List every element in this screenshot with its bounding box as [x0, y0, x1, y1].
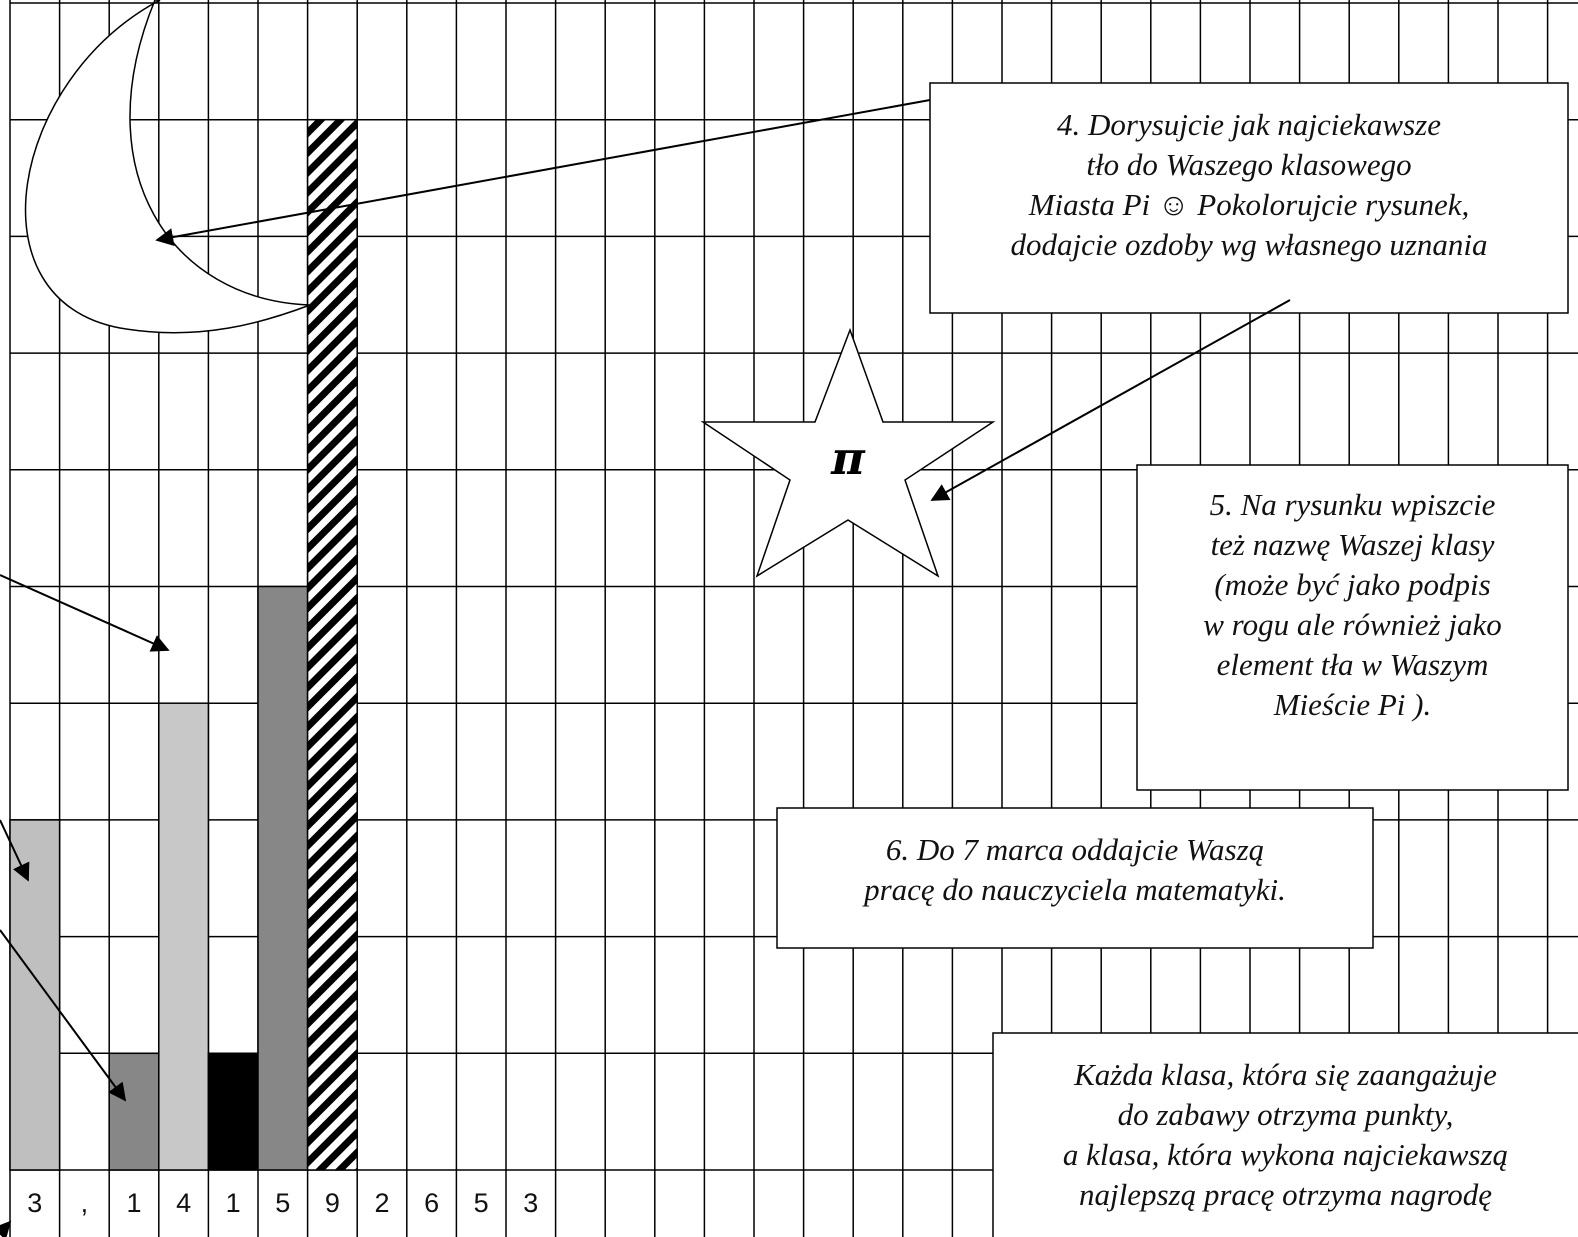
digit: 9 — [325, 1188, 340, 1218]
note-box — [776, 807, 1374, 949]
note-line: element tła w Waszym — [1217, 647, 1489, 682]
note-line: Mieście Pi ). — [1273, 687, 1432, 722]
arrow — [0, 929, 127, 1102]
note-line: do zabawy otrzyma punkty, — [1118, 1097, 1454, 1132]
arrow — [0, 574, 170, 652]
note-line: tło do Waszego klasowego — [1086, 147, 1411, 182]
digit: 1 — [126, 1188, 141, 1218]
note-box — [1136, 464, 1569, 791]
digit: 3 — [27, 1188, 42, 1218]
digit: 4 — [176, 1188, 191, 1218]
digit: 3 — [523, 1188, 538, 1218]
note-line: 4. Dorysujcie jak najciekawsze — [1057, 107, 1441, 142]
pi-bar — [108, 1052, 160, 1171]
digit: 2 — [374, 1188, 389, 1218]
arrow — [0, 1220, 12, 1237]
pi-bars — [9, 118, 358, 1171]
note-box — [992, 1032, 1578, 1237]
note-line: Każda klasa, która się zaangażuje — [1073, 1057, 1497, 1092]
note-line: 5. Na rysunku wpiszcie — [1210, 487, 1496, 522]
pi-bar — [207, 1052, 259, 1171]
moon — [24, 0, 311, 334]
digit: 1 — [226, 1188, 241, 1218]
note-line: Miasta Pi ☺ Pokolorujcie rysunek, — [1028, 187, 1470, 222]
star — [700, 327, 996, 578]
note-line: też nazwę Waszej klasy — [1211, 527, 1495, 562]
digit-row: 3, 1 4 1 5 9 2 6 5 3 — [27, 1188, 538, 1218]
note-box — [929, 82, 1569, 314]
digit: 5 — [275, 1188, 290, 1218]
arrow — [930, 299, 1291, 501]
note-line: dodajcie ozdoby wg własnego uznania — [1010, 227, 1487, 262]
digit: , — [81, 1188, 89, 1218]
pi-bar — [9, 819, 61, 1171]
note-line: pracę do nauczyciela matematyki. — [862, 872, 1286, 907]
note-line: 6. Do 7 marca oddajcie Waszą — [886, 832, 1264, 867]
note-line: a klasa, która wykona najciekawszą — [1063, 1137, 1508, 1172]
digit: 5 — [474, 1188, 489, 1218]
pi-bar — [257, 585, 309, 1171]
pi-bar — [158, 702, 210, 1171]
digit: 6 — [424, 1188, 439, 1218]
arrow — [155, 99, 931, 246]
arrow — [0, 819, 30, 882]
notes: 4. Dorysujcie jak najciekawsze tło do Was… — [776, 82, 1578, 1237]
star-label: π — [830, 431, 866, 485]
pi-bar — [306, 118, 358, 1171]
note-line: w rogu ale również jako — [1203, 607, 1502, 642]
note-line: (może być jako podpis — [1214, 567, 1490, 602]
note-line: najlepszą pracę otrzyma nagrodę — [1079, 1177, 1492, 1212]
arrows — [0, 99, 1291, 1237]
